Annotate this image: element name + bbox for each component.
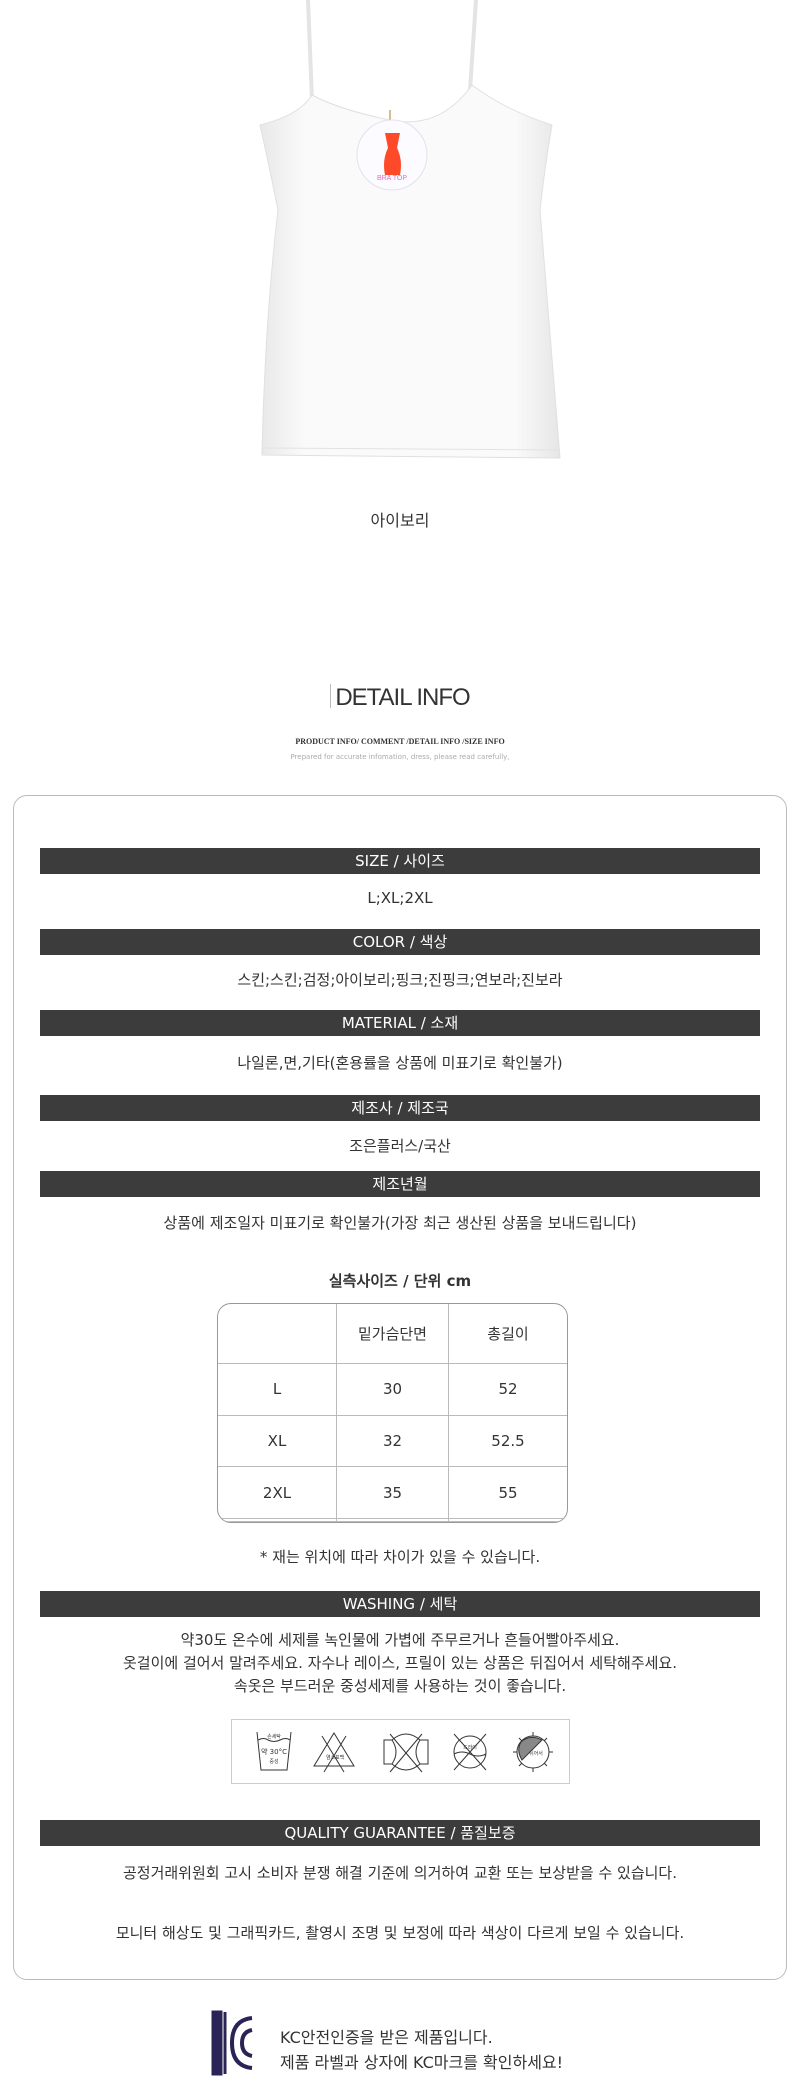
color-header: COLOR / 색상 [40,929,760,955]
material-value: 나일론,면,기타(혼용률을 상품에 미표기로 확인불가) [237,1054,563,1072]
size-table-title: 실측사이즈 / 단위 cm [328,1272,472,1290]
table-cell: 52.5 [449,1416,567,1468]
detail-card [13,795,787,1980]
table-cell: 32 [337,1415,449,1468]
product-image: BRA TOP [259,0,561,459]
table-row: XL 32 52.5 [218,1415,567,1468]
table-cell: 2XL [218,1467,337,1520]
maker-header: 제조사 / 제조국 [40,1095,760,1121]
size-table-note: * 재는 위치에 따라 차이가 있을 수 있습니다. [259,1548,541,1566]
kc-logo [211,2010,253,2076]
table-cell [218,1519,337,1522]
quality-line: 공정거래위원회 고시 소비자 분쟁 해결 기준에 의거하여 교환 또는 보상받을… [122,1864,678,1882]
table-header-cell [218,1304,337,1364]
care-icons: 손세탁 약 30°C 중성 염소 표백 드라이 뉘어서 [231,1719,570,1784]
washing-line: 속옷은 부드러운 중성세제를 사용하는 것이 좋습니다. [233,1677,567,1695]
table-header-row: 밑가슴단면 총길이 [218,1304,567,1364]
icon-label: 약 30°C [261,1747,287,1756]
table-cell: 35 [337,1467,449,1520]
table-cell: 55 [449,1467,567,1520]
icon-label: 손세탁 [267,1733,281,1740]
size-value: L;XL;2XL [367,889,433,907]
table-row [218,1519,567,1522]
table-row: 2XL 35 55 [218,1467,567,1520]
table-cell: 52 [449,1364,567,1416]
table-cell [449,1519,567,1522]
detail-subtitle: PRODUCT INFO/ COMMENT /DETAIL INFO /SIZE… [295,737,505,746]
detail-note: Prepared for accurate infomation, dress,… [290,753,510,761]
icon-label: 표백 [335,1754,345,1761]
icon-label: 중성 [269,1758,278,1765]
kc-line: 제품 라벨과 상자에 KC마크를 확인하세요! [280,2053,564,2072]
kc-line: KC안전인증을 받은 제품입니다. [280,2028,493,2047]
table-cell: XL [218,1415,337,1468]
no-wring-icon [383,1733,429,1773]
detail-title-text: DETAIL INFO [335,684,470,711]
table-header-cell: 총길이 [449,1304,567,1364]
table-cell: L [218,1363,337,1416]
icon-label: 염소 [326,1754,336,1761]
maker-value: 조은플러스/국산 [349,1137,451,1155]
no-dry-clean-icon: 드라이 [453,1733,487,1771]
hand-wash-30-icon: 손세탁 약 30°C 중성 [256,1731,292,1771]
table-cell [337,1519,449,1522]
shade-dry-icon: 뉘어서 [513,1732,553,1772]
washing-line: 약30도 온수에 세제를 녹인물에 가볍에 주무르거나 흔들어빨아주세요. [180,1631,620,1649]
washing-text: 약30도 온수에 세제를 녹인물에 가볍에 주무르거나 흔들어빨아주세요. 옷걸… [0,1629,800,1698]
size-table: 밑가슴단면 총길이 L 30 52 XL 32 52.5 2XL 35 55 [217,1303,568,1523]
table-row: L 30 52 [218,1363,567,1416]
icon-label: 드라이 [463,1744,477,1751]
quality-line: 모니터 해상도 및 그래픽카드, 촬영시 조명 및 보정에 따라 색상이 다르게… [115,1924,685,1942]
color-value: 스킨;스킨;검정;아이보리;핑크;진핑크;연보라;진보라 [237,971,563,989]
table-header-cell: 밑가슴단면 [337,1304,449,1364]
washing-line: 옷걸이에 걸어서 말려주세요. 자수나 레이스, 프릴이 있는 상품은 뒤집어서… [122,1654,678,1672]
quality-header: QUALITY GUARANTEE / 품질보증 [40,1820,760,1846]
color-caption: 아이보리 [370,511,430,530]
detail-title: DETAIL INFO [0,684,800,712]
material-header: MATERIAL / 소재 [40,1010,760,1036]
washing-header: WASHING / 세탁 [40,1591,760,1617]
table-cell: 30 [337,1363,449,1416]
icon-label: 뉘어서 [529,1750,543,1757]
date-header: 제조년월 [40,1171,760,1197]
no-bleach-icon: 염소 표백 [313,1732,355,1773]
date-value: 상품에 제조일자 미표기로 확인불가(가장 최근 생산된 상품을 보내드립니다) [163,1214,637,1232]
tag-text: BRA TOP [377,175,407,182]
size-header: SIZE / 사이즈 [40,848,760,874]
